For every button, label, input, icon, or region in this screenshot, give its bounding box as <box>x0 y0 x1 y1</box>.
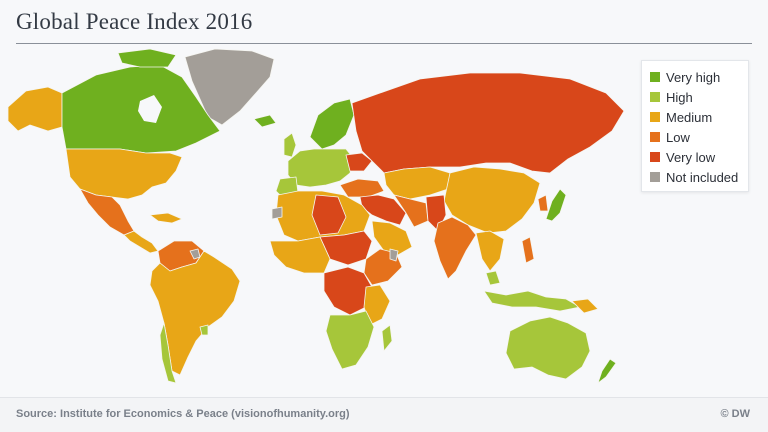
india-region <box>433 216 477 280</box>
madagascar-region <box>381 324 393 352</box>
russia-region <box>351 72 625 174</box>
iceland-region <box>253 114 277 128</box>
libya-region <box>311 194 347 236</box>
west-africa-region <box>269 236 331 274</box>
malaysia-region <box>485 270 501 286</box>
indonesia-region <box>483 290 581 312</box>
legend-item-very-high: Very high <box>650 67 748 87</box>
legend-item-not-included: Not included <box>650 167 748 187</box>
legend-swatch <box>650 132 660 142</box>
legend-item-very-low: Very low <box>650 147 748 167</box>
uk-ireland-region <box>283 132 297 158</box>
legend-label: Not included <box>666 169 739 185</box>
china-region <box>443 166 541 234</box>
copyright-credit: © DW <box>720 408 751 420</box>
central-asia-region <box>383 166 451 200</box>
southern-africa-region <box>325 310 375 370</box>
legend-label: Very low <box>666 149 716 165</box>
legend-item-medium: Medium <box>650 107 748 127</box>
legend-swatch <box>650 72 660 82</box>
scandinavia-region <box>309 98 355 150</box>
chile-region <box>159 322 177 384</box>
source-caption: Source: Institute for Economics & Peace … <box>16 408 350 420</box>
greenland-region <box>184 48 275 126</box>
caribbean-region <box>149 212 183 224</box>
legend-label: Low <box>666 129 690 145</box>
korea-region <box>537 194 549 212</box>
legend-item-low: Low <box>650 127 748 147</box>
east-africa-region <box>363 284 391 326</box>
alaska-region <box>7 86 63 132</box>
philippines-region <box>521 236 535 264</box>
map-title: Global Peace Index 2016 <box>16 9 253 34</box>
southeast-asia-region <box>475 230 505 272</box>
new-zealand-region <box>597 358 617 384</box>
legend-label: High <box>666 89 693 105</box>
legend-swatch <box>650 112 660 122</box>
ukraine-region <box>345 152 373 172</box>
europe-region <box>287 148 355 188</box>
australia-region <box>505 316 591 380</box>
legend-swatch <box>650 92 660 102</box>
central-america-region <box>123 230 159 254</box>
saudi-arabia-region <box>371 220 413 256</box>
japan-region <box>545 188 567 222</box>
legend-item-high: High <box>650 87 748 107</box>
legend-label: Very high <box>666 69 721 85</box>
legend-swatch <box>650 172 660 182</box>
somalia-region <box>389 248 399 262</box>
western-sahara-region <box>271 206 283 220</box>
legend-swatch <box>650 152 660 162</box>
title-divider <box>16 43 752 44</box>
map-legend: Very high High Medium Low Very low Not i… <box>641 60 749 192</box>
arctic-islands-region <box>117 48 177 68</box>
footer-bar: Source: Institute for Economics & Peace … <box>0 397 768 432</box>
turkey-region <box>339 178 385 198</box>
legend-label: Medium <box>666 109 713 125</box>
world-map <box>0 45 768 395</box>
hudson-bay <box>138 95 162 123</box>
papua-new-guinea-region <box>571 298 599 314</box>
sahel-region <box>319 230 373 266</box>
uruguay-region <box>199 324 209 336</box>
